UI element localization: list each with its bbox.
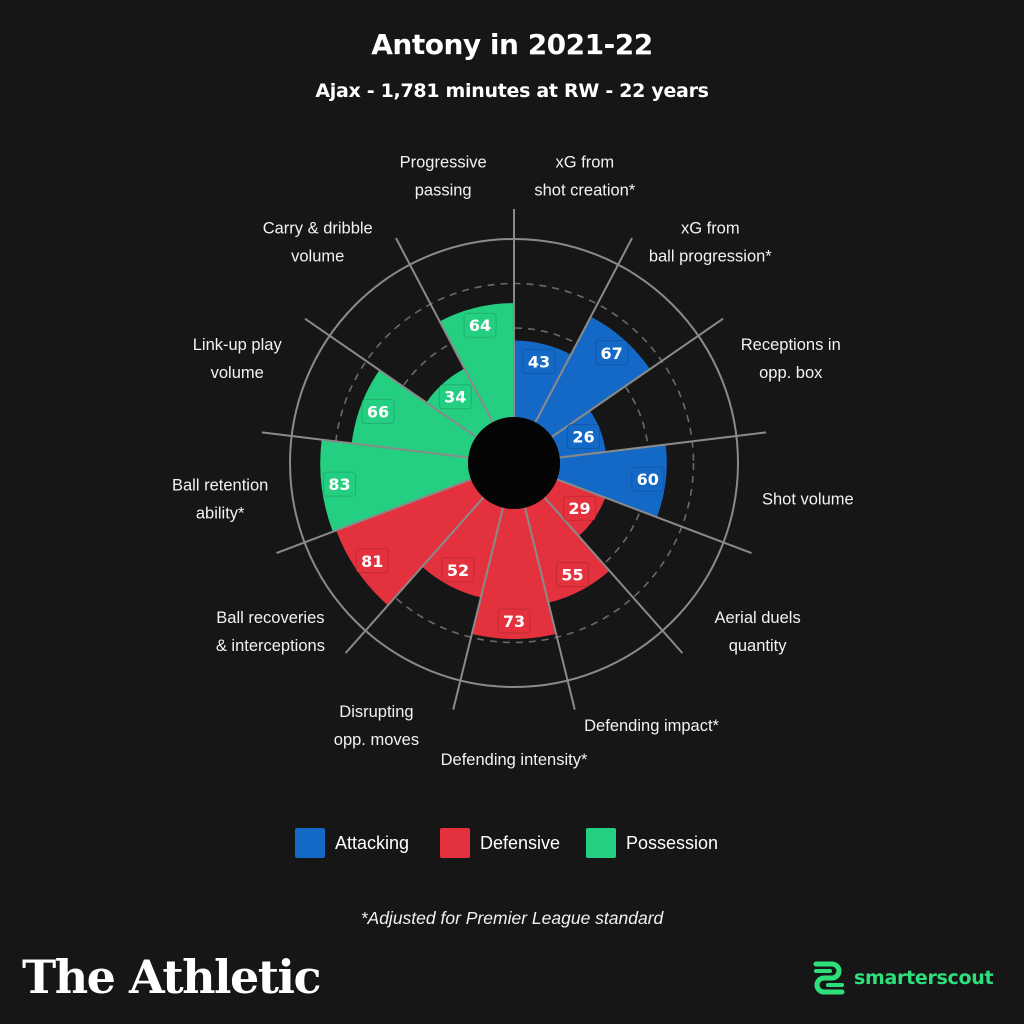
value-label: 43 xyxy=(528,352,550,371)
metric-label: Ball retention ability* xyxy=(172,477,268,523)
the-athletic-logo: The Athletic xyxy=(22,950,322,1004)
value-label: 29 xyxy=(568,499,590,518)
value-badge: 73 xyxy=(497,608,531,634)
legend-swatch-defensive xyxy=(440,828,470,858)
metric-label: Receptions in opp. box xyxy=(741,336,841,382)
value-badge: 52 xyxy=(441,557,475,583)
center-hole xyxy=(468,417,560,509)
value-label: 81 xyxy=(361,552,383,571)
value-label: 60 xyxy=(637,470,659,489)
chart-title: Antony in 2021-22 xyxy=(371,28,653,61)
legend-item-attacking: Attacking xyxy=(295,828,409,858)
value-badge: 66 xyxy=(361,398,395,424)
spoke xyxy=(276,478,472,555)
legend-swatch-attacking xyxy=(295,828,325,858)
value-badge: 83 xyxy=(323,471,357,497)
value-label: 66 xyxy=(367,402,389,421)
metric-label: Aerial duels quantity xyxy=(714,609,800,655)
value-label: 73 xyxy=(503,612,525,631)
spoke xyxy=(304,317,477,438)
value-label: 83 xyxy=(328,475,350,494)
metric-label: Carry & dribble volume xyxy=(263,219,373,265)
spoke xyxy=(452,507,504,710)
spoke xyxy=(551,317,724,438)
value-label: 67 xyxy=(601,344,623,363)
bar-possession xyxy=(320,439,471,532)
spoke xyxy=(556,478,752,555)
legend-item-possession: Possession xyxy=(586,828,718,858)
value-badge: 64 xyxy=(463,312,497,338)
footnote: *Adjusted for Premier League standard xyxy=(360,908,664,928)
bar-defensive xyxy=(471,507,557,639)
value-badge: 29 xyxy=(563,495,597,521)
metric-label: Shot volume xyxy=(762,491,854,509)
value-label: 34 xyxy=(444,388,466,407)
smarterscout-wordmark: smarterscout xyxy=(854,967,994,989)
smarterscout-logo: smarterscout xyxy=(810,960,994,996)
spoke xyxy=(395,237,494,423)
smarterscout-icon xyxy=(813,961,845,995)
value-badge: 60 xyxy=(631,466,665,492)
value-label: 52 xyxy=(447,561,469,580)
legend-label-attacking: Attacking xyxy=(335,832,410,853)
spoke xyxy=(261,431,469,459)
metric-labels: xG from shot creation* xG from ball progres… xyxy=(172,154,854,769)
metric-label: Defending impact* xyxy=(584,717,719,735)
chart-subtitle: Ajax - 1,781 minutes at RW - 22 years xyxy=(315,80,709,102)
chart-spokes xyxy=(261,209,767,710)
polar-chart: 43 67 26 60 29 55 73 52 81 83 66 34 64 xG from shot c… xyxy=(172,154,854,769)
bar-defensive xyxy=(336,479,484,606)
value-badge: 34 xyxy=(438,384,472,410)
value-badge: 43 xyxy=(522,348,556,374)
legend-label-possession: Possession xyxy=(626,832,719,853)
value-badge: 67 xyxy=(595,340,629,366)
legend-item-defensive: Defensive xyxy=(440,828,560,858)
spoke xyxy=(344,496,485,654)
spoke xyxy=(543,496,684,654)
value-label: 55 xyxy=(561,565,583,584)
value-badge: 81 xyxy=(355,548,389,574)
bar-attacking xyxy=(557,444,667,518)
metric-label: Ball recoveries & interceptions xyxy=(216,609,325,655)
legend-label-defensive: Defensive xyxy=(480,832,561,853)
metric-label: xG from shot creation* xyxy=(534,154,635,200)
metric-label: Disrupting opp. moves xyxy=(334,703,419,749)
value-label: 64 xyxy=(469,316,491,335)
spoke xyxy=(524,507,576,710)
spoke xyxy=(534,237,633,423)
value-badge: 55 xyxy=(556,561,590,587)
bar-possession xyxy=(351,370,477,458)
legend-swatch-possession xyxy=(586,828,616,858)
value-badges: 43 67 26 60 29 55 73 52 81 83 66 34 64 xyxy=(323,312,665,634)
metric-label: xG from ball progression* xyxy=(649,219,772,265)
metric-label: Defending intensity* xyxy=(441,751,588,769)
metric-label: Progressive passing xyxy=(400,154,487,200)
spoke xyxy=(559,431,767,459)
value-label: 26 xyxy=(572,428,594,447)
metric-label: Link-up play volume xyxy=(193,336,283,382)
value-badge: 26 xyxy=(566,424,600,450)
